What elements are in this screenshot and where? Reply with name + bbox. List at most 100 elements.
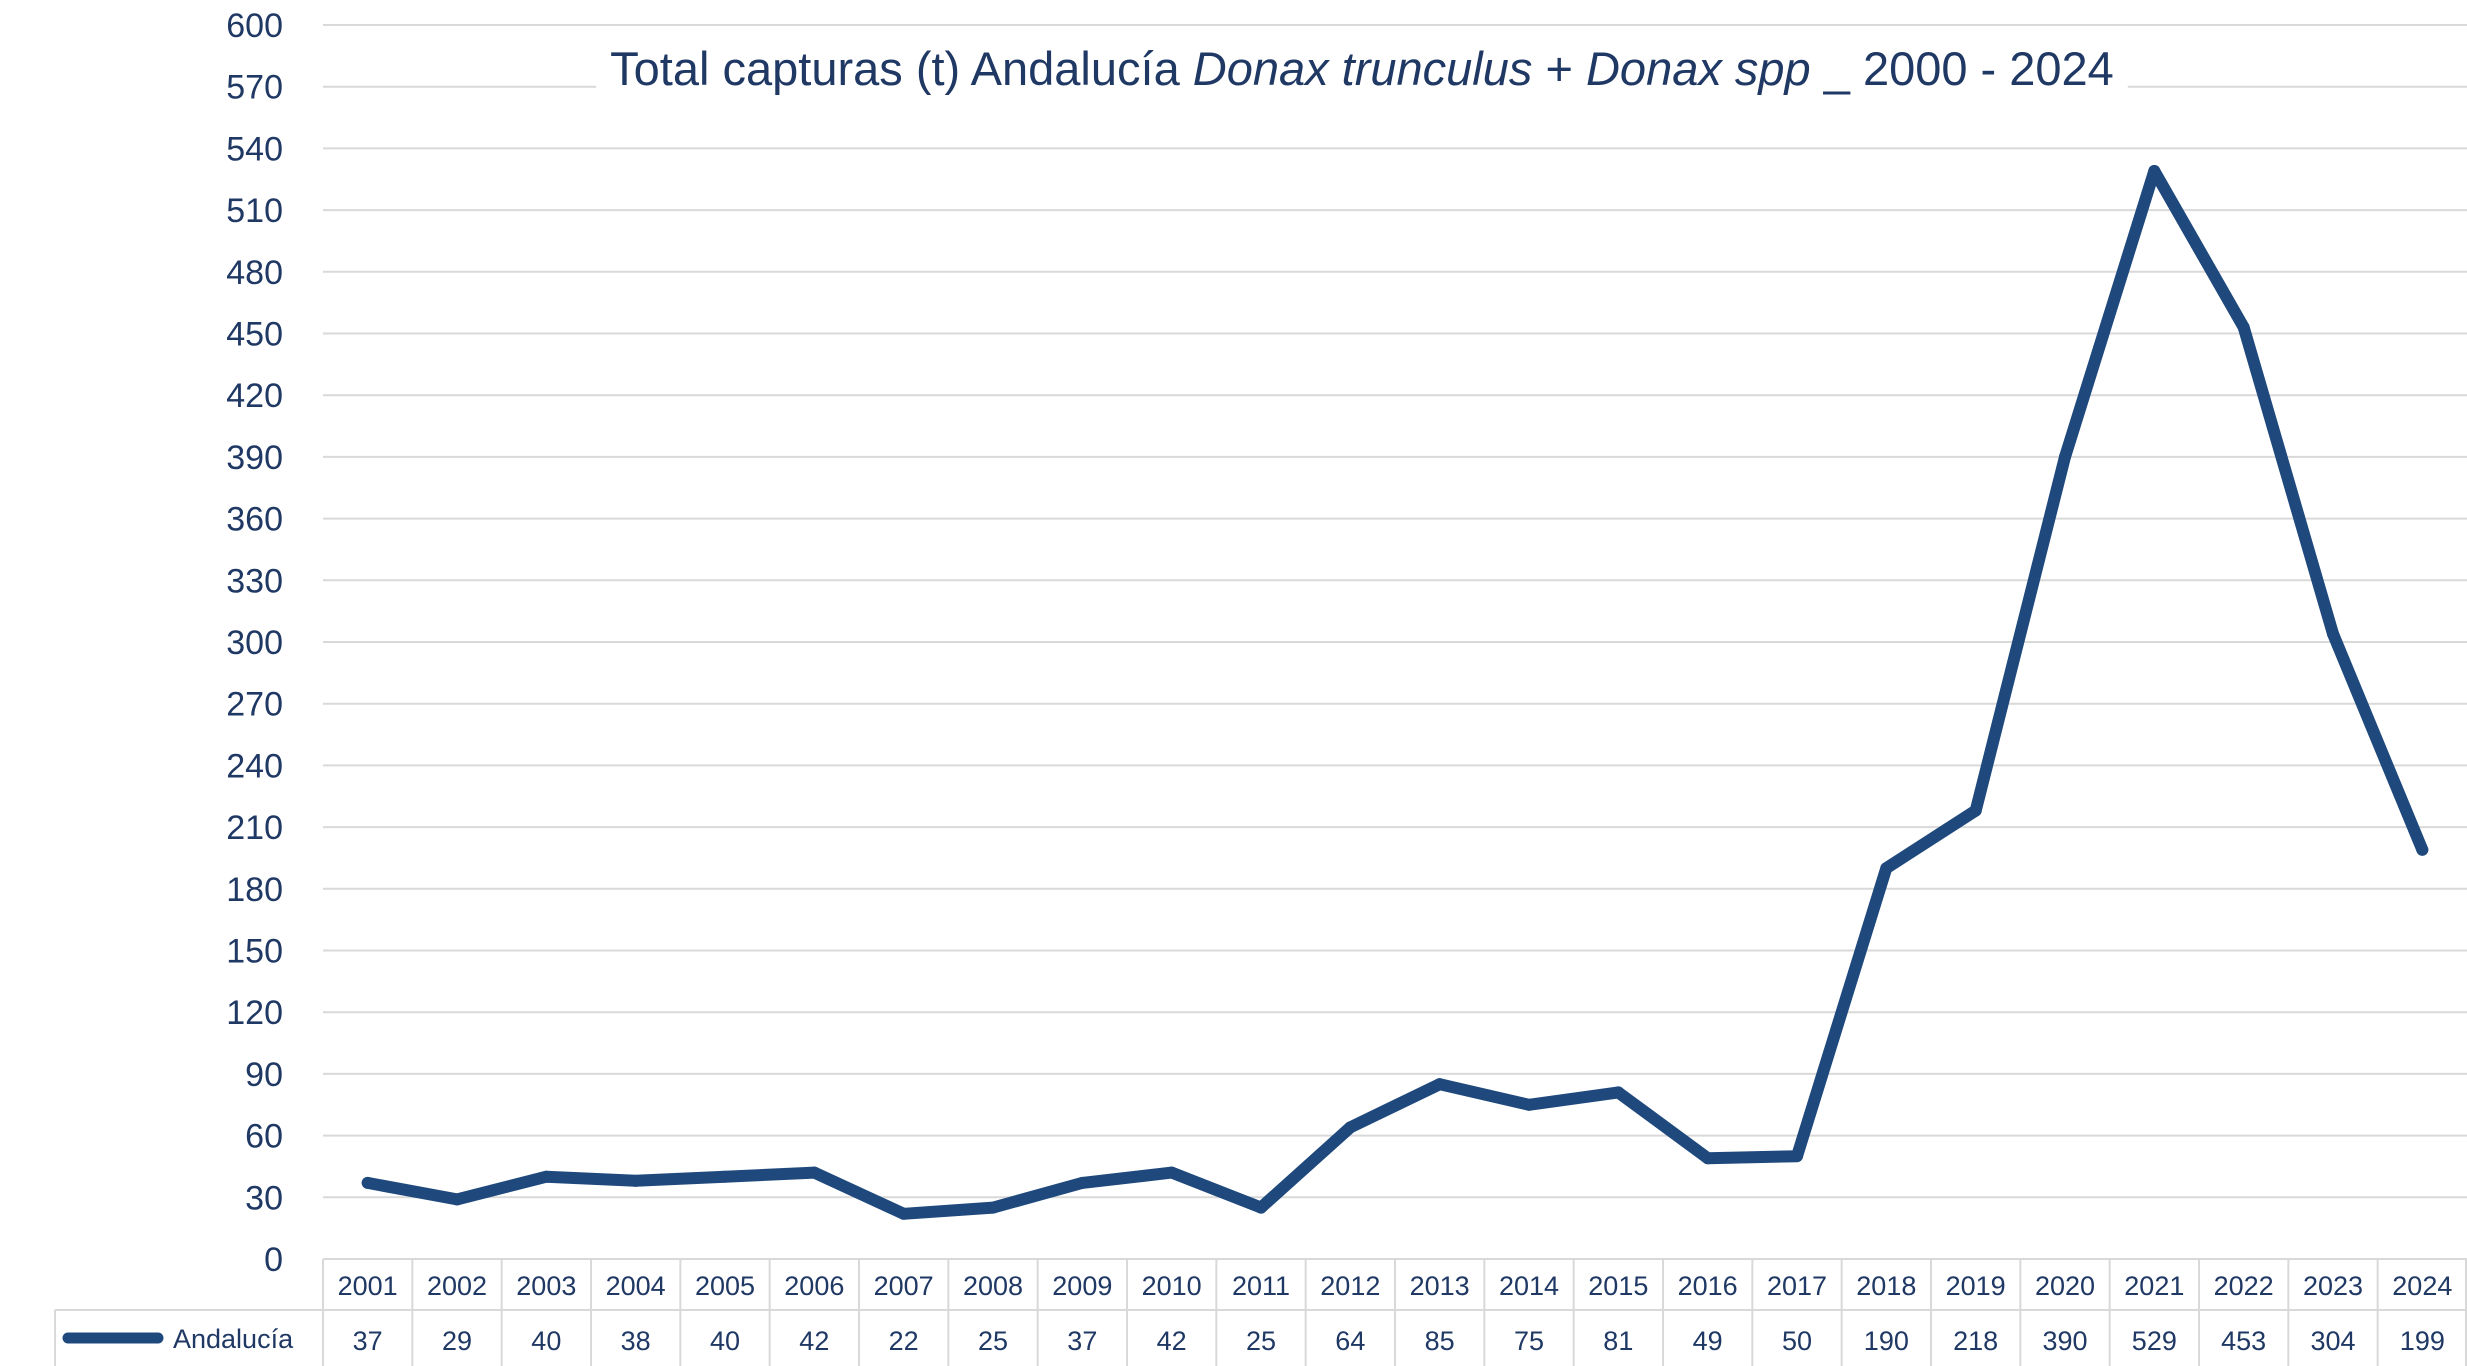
x-tick-label: 2002 xyxy=(427,1271,487,1301)
x-tick-label: 2022 xyxy=(2214,1271,2274,1301)
y-tick-label: 30 xyxy=(245,1179,283,1217)
data-point xyxy=(1344,1121,1357,1134)
data-point xyxy=(1880,862,1893,875)
y-tick-label: 600 xyxy=(226,7,283,45)
data-table-value: 453 xyxy=(2221,1326,2266,1356)
data-point xyxy=(1523,1098,1535,1111)
x-tick-label: 2017 xyxy=(1767,1271,1827,1301)
data-point xyxy=(808,1166,821,1179)
x-tick-label: 2021 xyxy=(2124,1271,2184,1301)
title-part: _ 2000 - 2024 xyxy=(1811,42,2114,95)
title-group: Total capturas (t) Andalucía Donax trunc… xyxy=(596,38,2128,99)
title-part: Donax trunculus xyxy=(1193,42,1533,95)
y-tick-label: 180 xyxy=(226,871,283,909)
y-tick-label: 270 xyxy=(226,686,283,724)
data-table-value: 304 xyxy=(2310,1326,2355,1356)
y-tick-label: 390 xyxy=(226,439,283,477)
x-tick-label: 2016 xyxy=(1678,1271,1738,1301)
x-tick-label: 2008 xyxy=(963,1271,1023,1301)
x-tick-label: 2020 xyxy=(2035,1271,2095,1301)
title-part: + xyxy=(1532,42,1586,95)
data-table-value: 40 xyxy=(710,1326,740,1356)
data-table-value: 22 xyxy=(889,1326,919,1356)
title-part: Total capturas (t) Andalucía xyxy=(610,42,1193,95)
data-point xyxy=(1791,1150,1803,1163)
x-tick-label: 2023 xyxy=(2303,1271,2363,1301)
data-table-value: 529 xyxy=(2132,1326,2177,1356)
data-table-value: 25 xyxy=(978,1326,1008,1356)
data-table-value: 50 xyxy=(1782,1326,1812,1356)
x-tick-label: 2005 xyxy=(695,1271,755,1301)
data-point xyxy=(2059,450,2071,463)
y-tick-label: 0 xyxy=(264,1241,283,1279)
data-table-value: 42 xyxy=(799,1326,829,1356)
y-tick-label: 480 xyxy=(226,254,283,292)
data-table-value: 49 xyxy=(1693,1326,1723,1356)
data-point xyxy=(1165,1166,1178,1179)
data-table-value: 85 xyxy=(1425,1326,1455,1356)
x-tick-label: 2015 xyxy=(1588,1271,1648,1301)
x-tick-label: 2018 xyxy=(1856,1271,1916,1301)
chart-title: Total capturas (t) Andalucía Donax trunc… xyxy=(610,42,2114,95)
data-point xyxy=(451,1193,463,1206)
data-table-value: 64 xyxy=(1335,1326,1365,1356)
x-tick-label: 2003 xyxy=(516,1271,576,1301)
data-point xyxy=(987,1201,999,1214)
data-table-value: 218 xyxy=(1953,1326,1998,1356)
y-tick-label: 540 xyxy=(226,130,283,168)
x-tick-label: 2024 xyxy=(2392,1271,2452,1301)
data-table-value: 75 xyxy=(1514,1326,1544,1356)
y-tick-label: 300 xyxy=(226,624,283,662)
data-point xyxy=(2416,843,2429,856)
y-tick-label: 330 xyxy=(226,562,283,600)
x-tick-label: 2019 xyxy=(1946,1271,2006,1301)
y-axis: 0 30 60 90 120 150 180 210 240 270 300 330 360 390 420… xyxy=(226,7,283,1279)
y-tick-label: 150 xyxy=(226,933,283,971)
y-tick-label: 90 xyxy=(245,1056,283,1094)
data-point xyxy=(629,1174,642,1187)
data-point xyxy=(2237,321,2250,334)
x-tick-label: 2011 xyxy=(1232,1271,1290,1301)
x-tick-label: 2009 xyxy=(1052,1271,1112,1301)
data-point xyxy=(2148,165,2161,178)
data-table-value: 37 xyxy=(1067,1326,1097,1356)
y-tick-label: 510 xyxy=(226,192,283,230)
title-part: Donax spp xyxy=(1586,42,1811,95)
y-tick-label: 210 xyxy=(226,809,283,847)
y-tick-label: 60 xyxy=(245,1118,283,1156)
data-table: 2001 37 2002 29 2003 40 2004 38 2005 40 2006 42 2007… xyxy=(54,1258,2467,1366)
y-tick-label: 420 xyxy=(226,377,283,415)
title-background xyxy=(596,38,2128,99)
data-table-value: 29 xyxy=(442,1326,472,1356)
data-point xyxy=(1255,1201,1267,1214)
data-table-value: 190 xyxy=(1864,1326,1909,1356)
data-table-value: 38 xyxy=(621,1326,651,1356)
data-point xyxy=(2327,627,2339,640)
y-tick-label: 240 xyxy=(226,747,283,785)
data-table-value: 81 xyxy=(1603,1326,1633,1356)
y-tick-label: 360 xyxy=(226,501,283,539)
data-point xyxy=(719,1170,731,1183)
series-line xyxy=(361,165,2429,1220)
legend-label: Andalucía xyxy=(173,1324,294,1354)
y-tick-label: 570 xyxy=(226,69,283,107)
data-point xyxy=(1076,1176,1089,1189)
grid-lines xyxy=(323,24,2467,1199)
data-table-value: 199 xyxy=(2400,1326,2445,1356)
x-tick-label: 2001 xyxy=(338,1271,398,1301)
x-tick-label: 2006 xyxy=(784,1271,844,1301)
data-table-value: 40 xyxy=(531,1326,561,1356)
y-tick-label: 450 xyxy=(226,316,283,354)
x-tick-label: 2013 xyxy=(1410,1271,1470,1301)
data-point xyxy=(540,1170,553,1183)
data-point xyxy=(897,1207,910,1220)
data-point xyxy=(1433,1078,1446,1091)
x-tick-label: 2012 xyxy=(1320,1271,1380,1301)
x-tick-label: 2014 xyxy=(1499,1271,1559,1301)
data-point xyxy=(361,1176,374,1189)
x-tick-label: 2004 xyxy=(606,1271,666,1301)
y-tick-label: 120 xyxy=(226,994,283,1032)
data-point xyxy=(1612,1086,1625,1099)
data-table-value: 42 xyxy=(1157,1326,1187,1356)
